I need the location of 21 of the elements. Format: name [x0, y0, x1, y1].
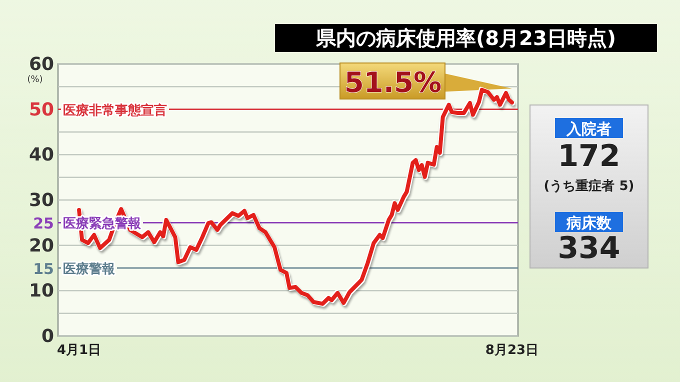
ref-line-label: 医療非常事態宣言	[63, 102, 167, 118]
annotation: 51.5%	[344, 66, 442, 99]
y-tick-label: 40	[28, 144, 54, 166]
x-tick-label: 4月1日	[57, 343, 102, 358]
y-tick-label: 60	[28, 54, 54, 75]
y-tick-label: 30	[28, 190, 54, 211]
ref-line-label: 医療警報	[63, 261, 116, 277]
text: 334	[558, 231, 620, 266]
y-tick-label: 10	[28, 280, 54, 302]
y-tick-label: 0	[41, 326, 54, 347]
y-tick-label: 15	[33, 260, 54, 278]
y-tick-label: 50	[28, 99, 54, 120]
x-tick-label: 8月23日	[485, 343, 539, 358]
text: 病床数	[566, 214, 612, 232]
text: 172	[558, 139, 620, 174]
text: (うち重症者 5)	[544, 178, 634, 194]
chart-title: 県内の病床使用率(8月23日時点)	[314, 26, 616, 50]
y-axis-title: (%)	[27, 75, 43, 85]
y-tick-label: 20	[28, 235, 54, 256]
text: 入院者	[566, 120, 612, 138]
y-tick-label: 25	[33, 214, 54, 233]
